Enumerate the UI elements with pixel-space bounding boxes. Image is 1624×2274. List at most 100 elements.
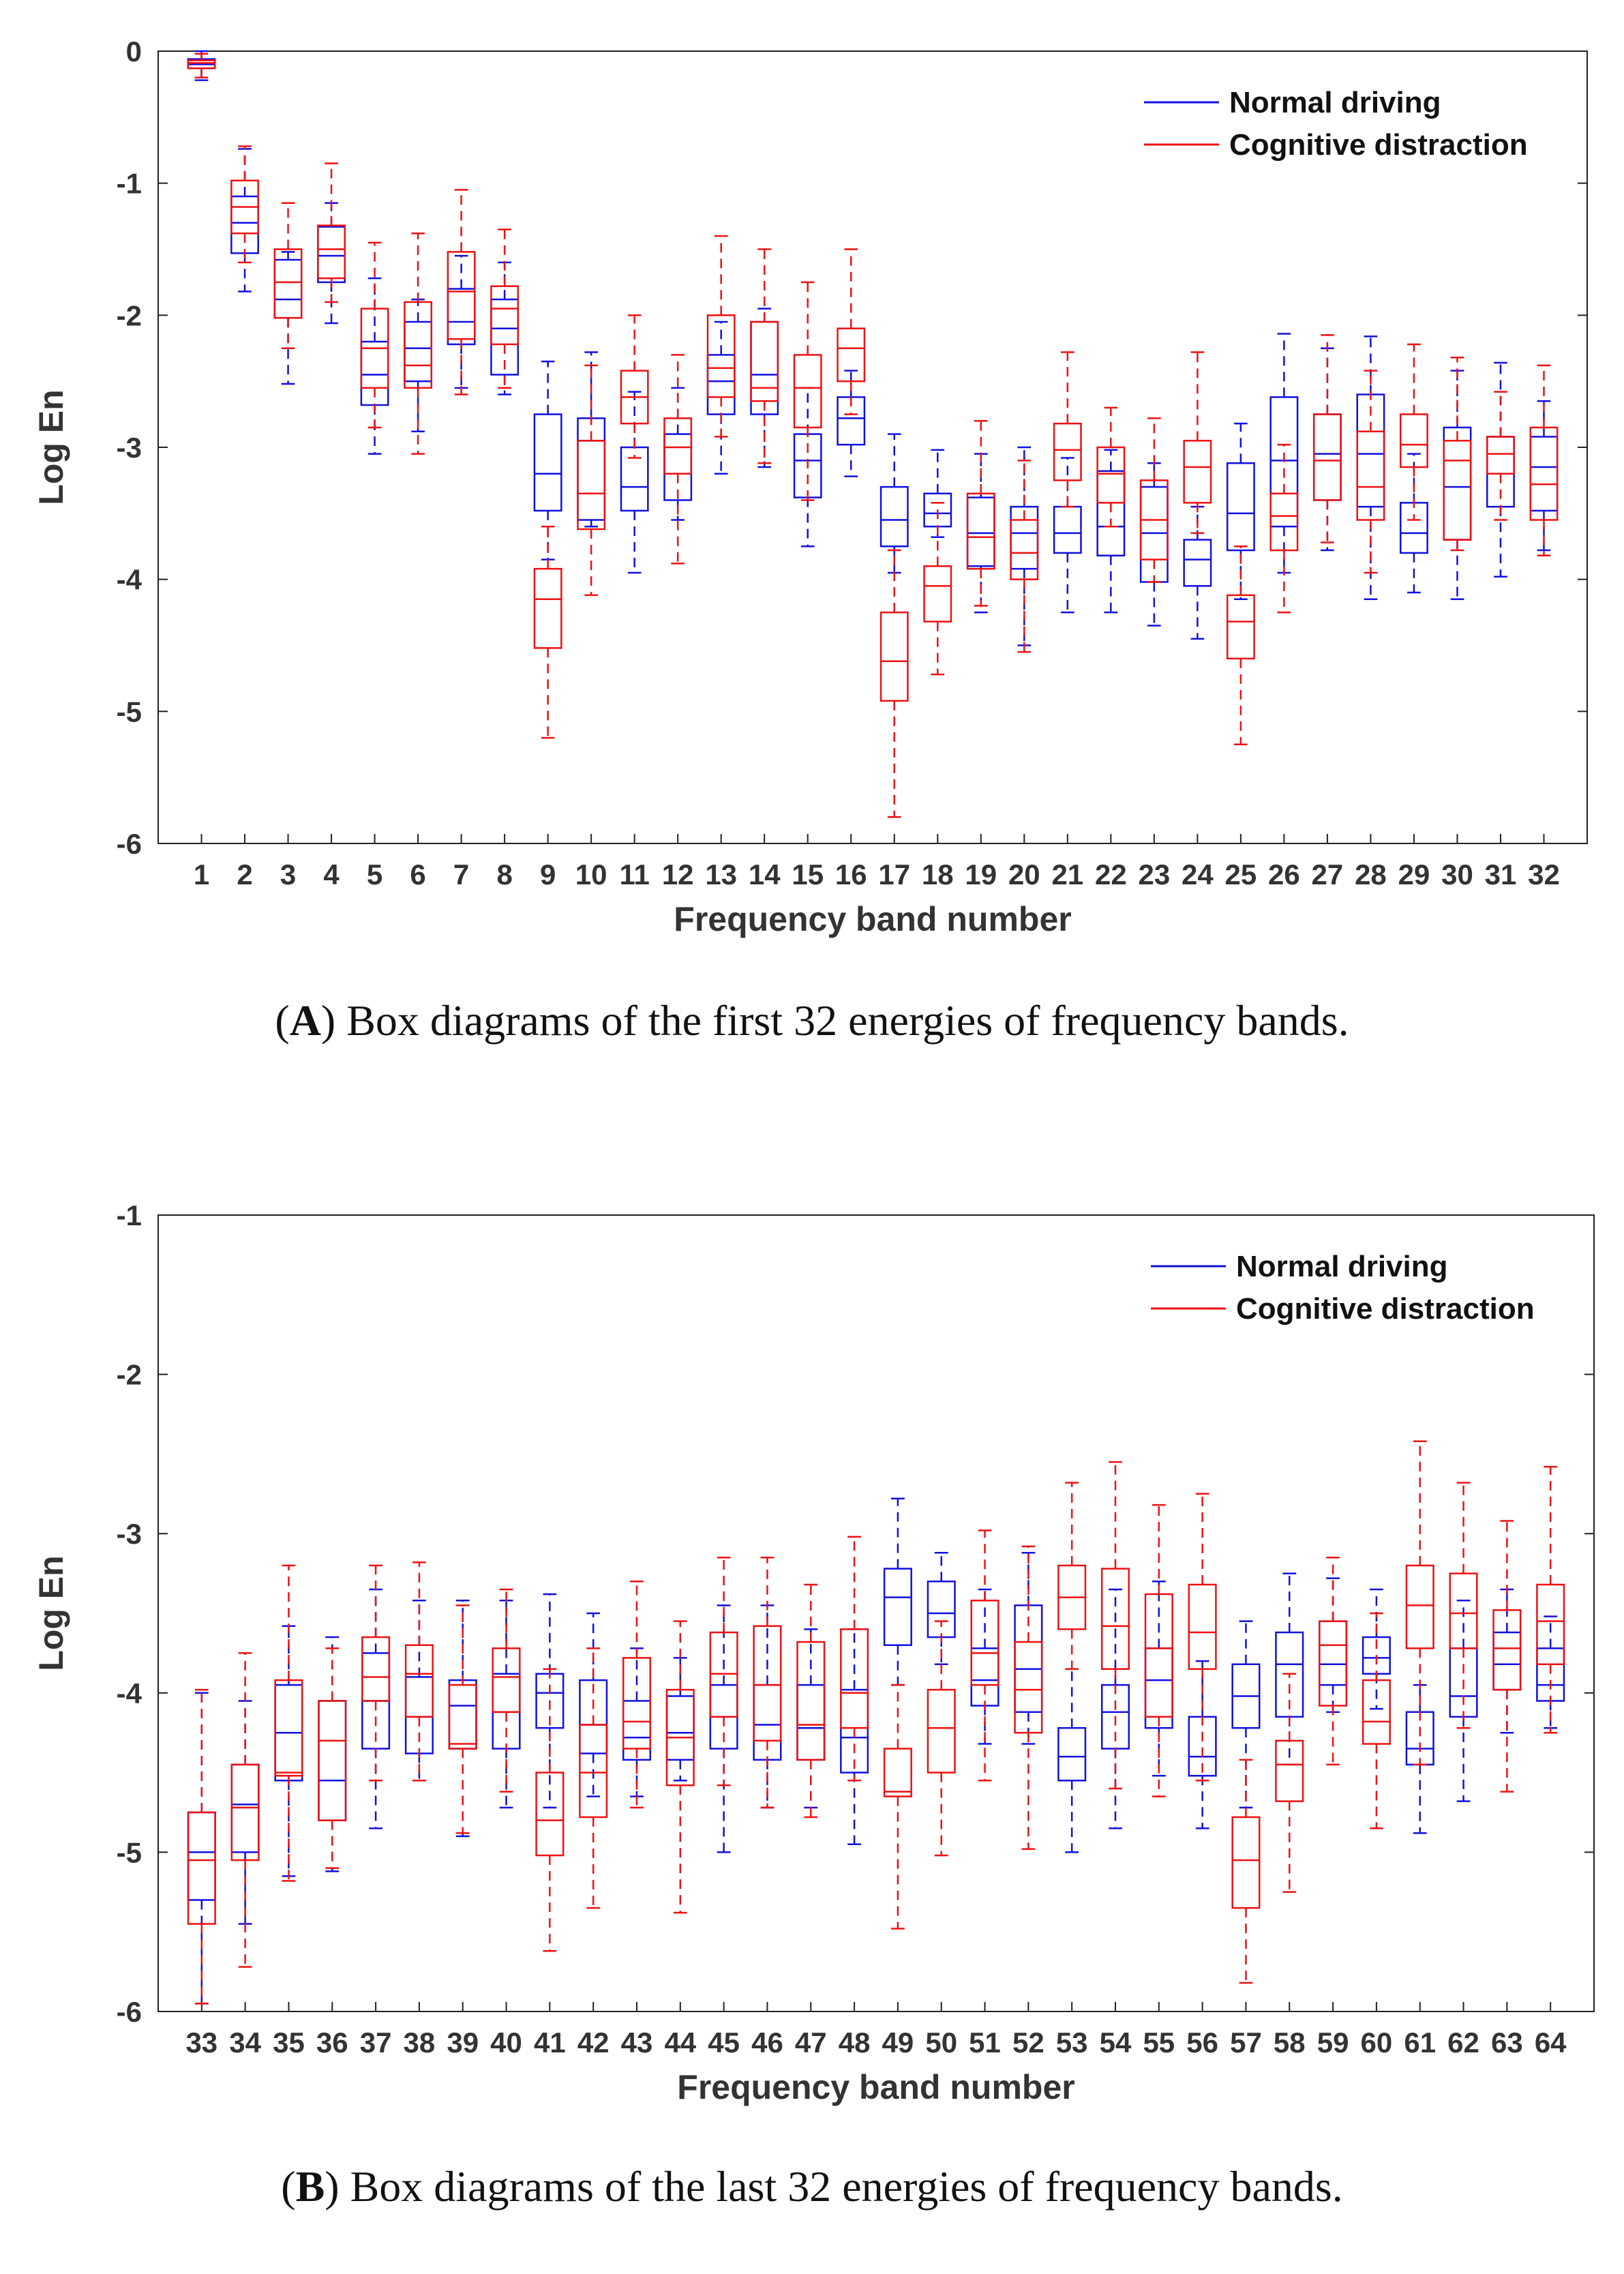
chart-a-box-iqr bbox=[1096, 446, 1126, 504]
chart-b-box-cognitive bbox=[840, 1536, 869, 1782]
chart-a-xtick-label: 30 bbox=[1441, 858, 1473, 891]
chart-b-xtick-label: 40 bbox=[490, 2026, 522, 2059]
chart-b-box-iqr bbox=[1492, 1631, 1522, 1691]
chart-b-xtick-label: 57 bbox=[1230, 2026, 1262, 2059]
chart-a-xtick-label: 19 bbox=[965, 858, 997, 891]
chart-b-box-iqr bbox=[187, 1811, 216, 1901]
chart-a-box-cognitive bbox=[577, 364, 606, 597]
chart-a-box-cognitive bbox=[1183, 351, 1212, 535]
chart-b-box-iqr bbox=[1188, 1583, 1217, 1671]
chart-b-box-iqr bbox=[274, 1679, 303, 1777]
chart-a-xtick-label: 11 bbox=[619, 858, 649, 891]
chart-a-box-iqr bbox=[273, 248, 303, 319]
chart-a-box-cognitive bbox=[447, 189, 476, 395]
chart-b-box-iqr bbox=[448, 1679, 477, 1750]
chart-a-xtick-label: 10 bbox=[575, 858, 607, 891]
chart-a-box-iqr bbox=[1053, 505, 1082, 554]
chart-b-box-iqr bbox=[796, 1641, 826, 1761]
chart-a-ytick-label: 0 bbox=[126, 35, 142, 68]
chart-b-box-normal bbox=[1014, 1551, 1043, 1745]
chart-b-xtick-label: 55 bbox=[1143, 2026, 1175, 2059]
chart-b-box-iqr bbox=[1144, 1593, 1173, 1718]
chart-a-xtick-label: 14 bbox=[749, 858, 781, 891]
chart-a-box-iqr bbox=[663, 417, 693, 475]
chart-b-box-cognitive bbox=[1014, 1545, 1043, 1850]
chart-a-box-cognitive bbox=[187, 53, 216, 78]
chart-b-xtick-label: 54 bbox=[1100, 2026, 1132, 2059]
chart-a-box-cognitive bbox=[1312, 334, 1342, 543]
chart-b-box-cognitive bbox=[709, 1556, 738, 1786]
chart-a-y-axis-label: Log En bbox=[32, 389, 70, 505]
chart-a-box-cognitive bbox=[750, 248, 779, 464]
chart-b-xtick-label: 37 bbox=[360, 2026, 392, 2059]
chart-a-xtick-label: 5 bbox=[367, 858, 382, 891]
chart-b-box-iqr bbox=[1536, 1647, 1565, 1702]
chart-b-box-cognitive bbox=[970, 1529, 999, 1782]
chart-b-box-cognitive bbox=[361, 1564, 391, 1782]
chart-a-xtick-label: 22 bbox=[1095, 858, 1127, 891]
chart-b-box-cognitive bbox=[1405, 1440, 1434, 1766]
chart-a-box-normal bbox=[447, 254, 476, 389]
chart-a-xtick-label: 15 bbox=[792, 858, 824, 891]
chart-a-box-iqr bbox=[404, 320, 433, 383]
chart-b-box-iqr bbox=[579, 1724, 608, 1819]
chart-a-box-cognitive bbox=[663, 354, 693, 565]
chart-b-box-iqr bbox=[1275, 1739, 1304, 1802]
chart-b-xtick-label: 44 bbox=[664, 2026, 696, 2059]
chart-a-box-iqr bbox=[1529, 426, 1559, 521]
chart-b-xtick-label: 41 bbox=[534, 2026, 566, 2059]
chart-a-box-iqr bbox=[317, 226, 346, 284]
chart-b-xtick-label: 36 bbox=[316, 2026, 348, 2059]
chart-b-xtick-label: 53 bbox=[1056, 2026, 1088, 2059]
chart-b-box-iqr bbox=[840, 1688, 869, 1774]
chart-b-xtick-label: 38 bbox=[404, 2026, 436, 2059]
chart-b-box-iqr bbox=[230, 1763, 260, 1861]
chart-b-ytick-label: -5 bbox=[117, 1836, 142, 1868]
chart-b-box-cognitive bbox=[1319, 1556, 1348, 1766]
chart-b-box-cognitive bbox=[448, 1604, 477, 1834]
chart-a-box-iqr bbox=[1443, 440, 1472, 541]
chart-b-box-cognitive bbox=[1231, 1759, 1261, 1984]
chart-a-box-normal bbox=[1486, 361, 1515, 578]
chart-a-box-iqr bbox=[533, 567, 562, 649]
chart-a-xtick-label: 28 bbox=[1355, 858, 1387, 891]
chart-a-xtick-label: 24 bbox=[1182, 858, 1214, 891]
chart-a-box-cognitive bbox=[1139, 417, 1169, 583]
chart-a-box-iqr bbox=[533, 413, 562, 512]
chart-a-box-iqr bbox=[1399, 502, 1428, 554]
caption-b: (B) Box diagrams of the last 32 energies… bbox=[281, 2162, 1343, 2211]
chart-b-xtick-label: 42 bbox=[577, 2026, 610, 2059]
chart-a-box-iqr bbox=[577, 440, 606, 530]
chart-b-box-iqr bbox=[318, 1700, 347, 1821]
chart-b-box-normal bbox=[883, 1497, 912, 1686]
chart-b-x-axis-label: Frequency band number bbox=[677, 2068, 1074, 2106]
chart-b-box-iqr bbox=[1449, 1572, 1478, 1649]
chart-b-ytick-label: -4 bbox=[117, 1677, 142, 1709]
chart-b-box-cognitive bbox=[404, 1561, 434, 1782]
chart-a-xtick-label: 6 bbox=[410, 858, 425, 891]
chart-b-xtick-label: 59 bbox=[1317, 2026, 1349, 2059]
chart-a-box-normal bbox=[1139, 462, 1169, 627]
chart-a-box-iqr bbox=[923, 565, 952, 623]
chart-b-box-iqr bbox=[753, 1625, 782, 1742]
chart-b-box-cognitive bbox=[1362, 1612, 1391, 1829]
chart-b-box-cognitive bbox=[665, 1620, 695, 1914]
chart-a-box-normal bbox=[663, 387, 693, 521]
chart-a-legend: Normal driving Cognitive distraction bbox=[1144, 86, 1528, 162]
chart-b-box-iqr bbox=[883, 1748, 912, 1797]
chart-a-xtick-label: 17 bbox=[878, 858, 910, 891]
chart-b-legend-label: Normal driving bbox=[1236, 1250, 1448, 1283]
chart-a-ytick-label: -3 bbox=[117, 432, 142, 464]
chart-a-box-cognitive bbox=[793, 281, 822, 501]
chart-b-xtick-label: 61 bbox=[1404, 2026, 1436, 2059]
chart-a-box-cognitive bbox=[273, 202, 303, 349]
chart-b-xtick-label: 56 bbox=[1186, 2026, 1218, 2059]
chart-b-box-cognitive bbox=[1536, 1465, 1565, 1734]
chart-b-legend: Normal driving Cognitive distraction bbox=[1151, 1250, 1535, 1326]
chart-b-box-iqr bbox=[927, 1688, 956, 1774]
chart-a-legend-label: Normal driving bbox=[1229, 86, 1441, 119]
chart-b-box-normal bbox=[1362, 1588, 1391, 1710]
chart-b-box-normal bbox=[1144, 1581, 1173, 1777]
chart-b-xtick-label: 47 bbox=[795, 2026, 827, 2059]
chart-a-box-iqr bbox=[706, 314, 736, 398]
